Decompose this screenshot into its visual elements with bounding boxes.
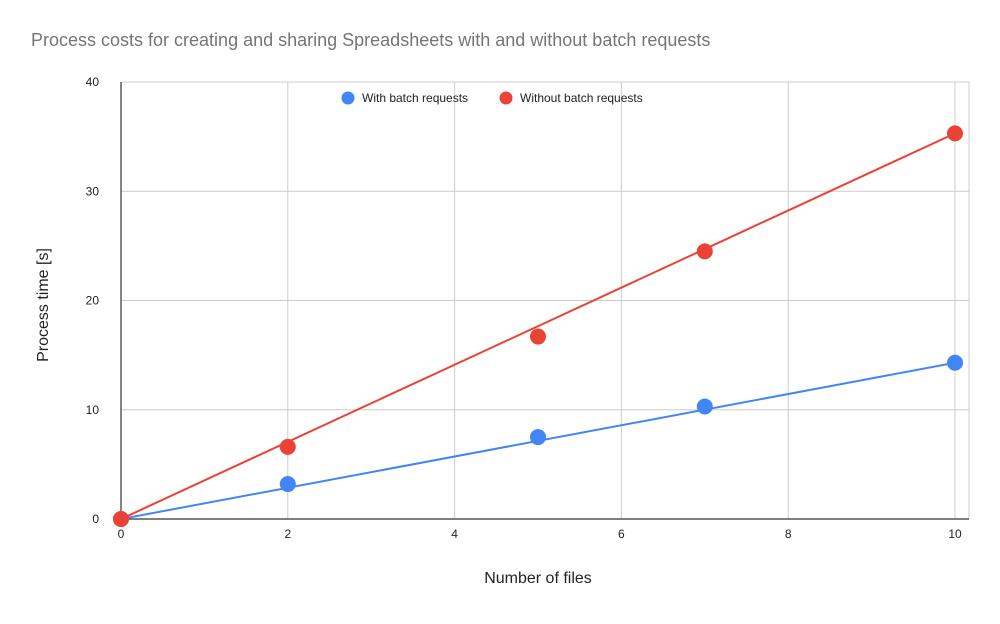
data-point xyxy=(530,429,546,446)
legend-label: Without batch requests xyxy=(520,91,643,105)
legend-marker xyxy=(499,91,513,105)
chart-title: Process costs for creating and sharing S… xyxy=(31,30,711,50)
data-point xyxy=(113,511,129,527)
x-tick-label: 0 xyxy=(118,527,125,541)
data-point xyxy=(530,328,546,345)
x-tick-label: 2 xyxy=(284,527,291,541)
legend-label: With batch requests xyxy=(362,91,468,105)
y-tick-label: 20 xyxy=(86,294,100,308)
series-line xyxy=(120,132,956,520)
x-tick-label: 10 xyxy=(948,527,962,541)
x-tick-label: 6 xyxy=(618,527,625,541)
y-tick-label: 0 xyxy=(92,512,99,526)
data-point xyxy=(696,243,713,260)
legend-marker xyxy=(341,91,355,105)
y-tick-label: 10 xyxy=(86,403,100,417)
x-axis-label: Number of files xyxy=(484,570,592,587)
data-point xyxy=(947,354,963,371)
y-axis-label: Process time [s] xyxy=(35,248,52,362)
data-point xyxy=(947,125,963,142)
x-tick-label: 4 xyxy=(451,527,458,541)
data-point xyxy=(279,438,296,455)
y-tick-label: 30 xyxy=(86,184,100,198)
y-tick-label: 40 xyxy=(86,75,100,89)
data-point xyxy=(279,476,296,493)
data-point xyxy=(696,398,713,415)
x-tick-label: 8 xyxy=(785,527,792,541)
